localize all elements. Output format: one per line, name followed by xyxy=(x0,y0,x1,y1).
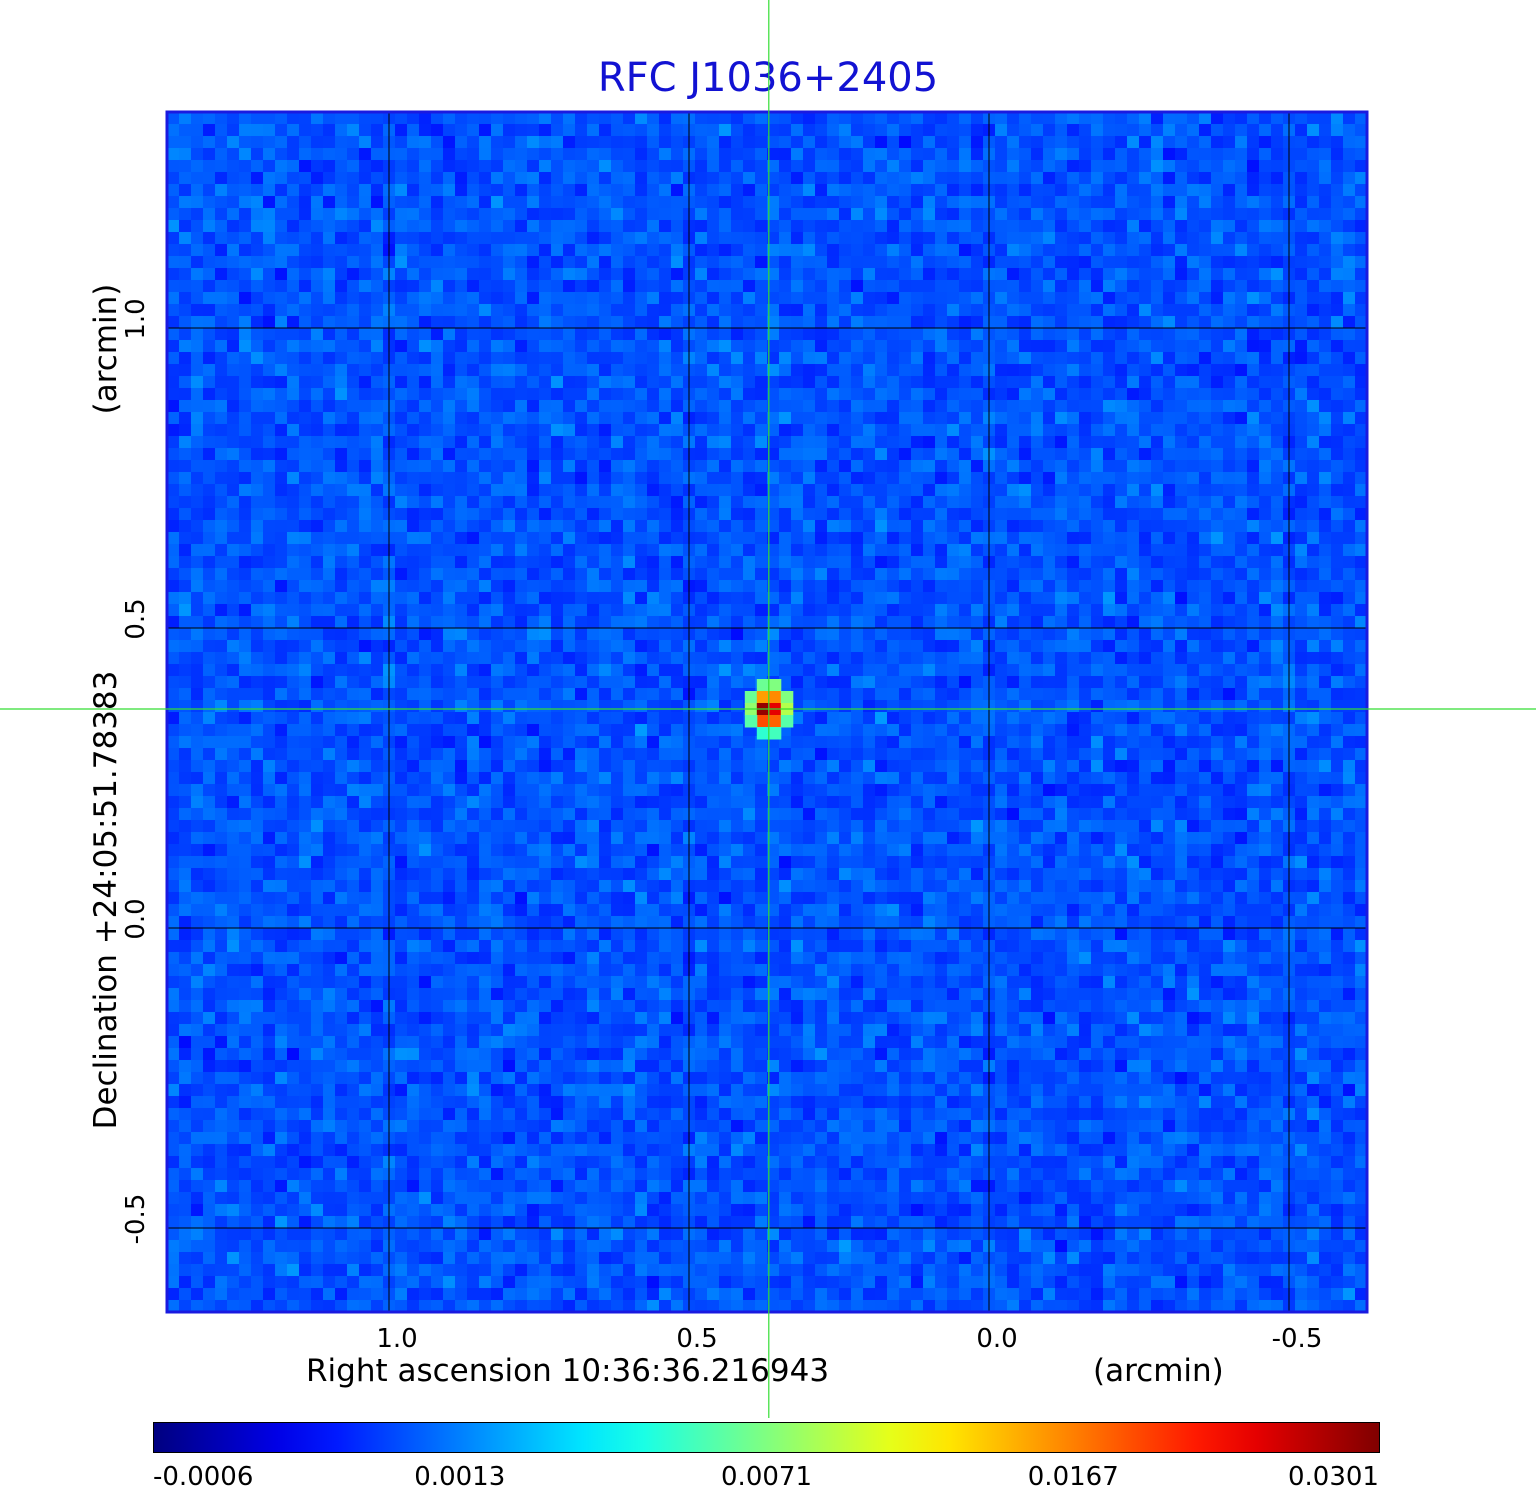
colorbar-tick-label: 0.0071 xyxy=(721,1462,812,1492)
source-pixel xyxy=(744,691,758,704)
source-pixel xyxy=(768,691,782,704)
x-tick-label: 0.5 xyxy=(676,1324,718,1354)
source-pixel xyxy=(756,679,770,692)
source-pixel xyxy=(756,715,770,728)
y-tick-label: 1.0 xyxy=(121,298,151,340)
colorbar-tick-label: -0.0006 xyxy=(153,1462,254,1492)
x-axis-label: Right ascension 10:36:36.216943 xyxy=(306,1353,830,1389)
crosshair xyxy=(0,0,1536,1418)
y-axis-label: Declination +24:05:51.78383 xyxy=(88,670,124,1130)
source-pixel xyxy=(756,691,770,704)
y-tick-label: -0.5 xyxy=(121,1193,151,1245)
y-tick-label: 0.0 xyxy=(121,898,151,940)
y-tick-label: 0.5 xyxy=(121,598,151,640)
source-pixel xyxy=(768,679,782,692)
x-tick-label: -0.5 xyxy=(1271,1324,1323,1354)
colorbar xyxy=(153,1422,1380,1453)
source-pixel xyxy=(780,691,794,704)
plot-frame xyxy=(165,110,1369,1314)
x-tick-label: 1.0 xyxy=(376,1324,418,1354)
coordinate-grid xyxy=(167,112,1367,1312)
x-tick-label: 0.0 xyxy=(976,1324,1018,1354)
colorbar-tick-label: 0.0301 xyxy=(1288,1462,1379,1492)
source-pixels xyxy=(744,679,794,740)
colorbar-tick-label: 0.0013 xyxy=(414,1462,506,1492)
source-pixel xyxy=(768,715,782,728)
y-axis-unit: (arcmin) xyxy=(88,283,124,415)
colorbar-tick-label: 0.0167 xyxy=(1027,1462,1119,1492)
source-pixel xyxy=(780,715,794,728)
x-axis-unit: (arcmin) xyxy=(1093,1353,1224,1389)
source-pixel xyxy=(744,715,758,728)
source-pixel xyxy=(756,727,770,740)
chart-title: RFC J1036+2405 xyxy=(597,55,939,101)
source-pixel xyxy=(768,727,782,740)
